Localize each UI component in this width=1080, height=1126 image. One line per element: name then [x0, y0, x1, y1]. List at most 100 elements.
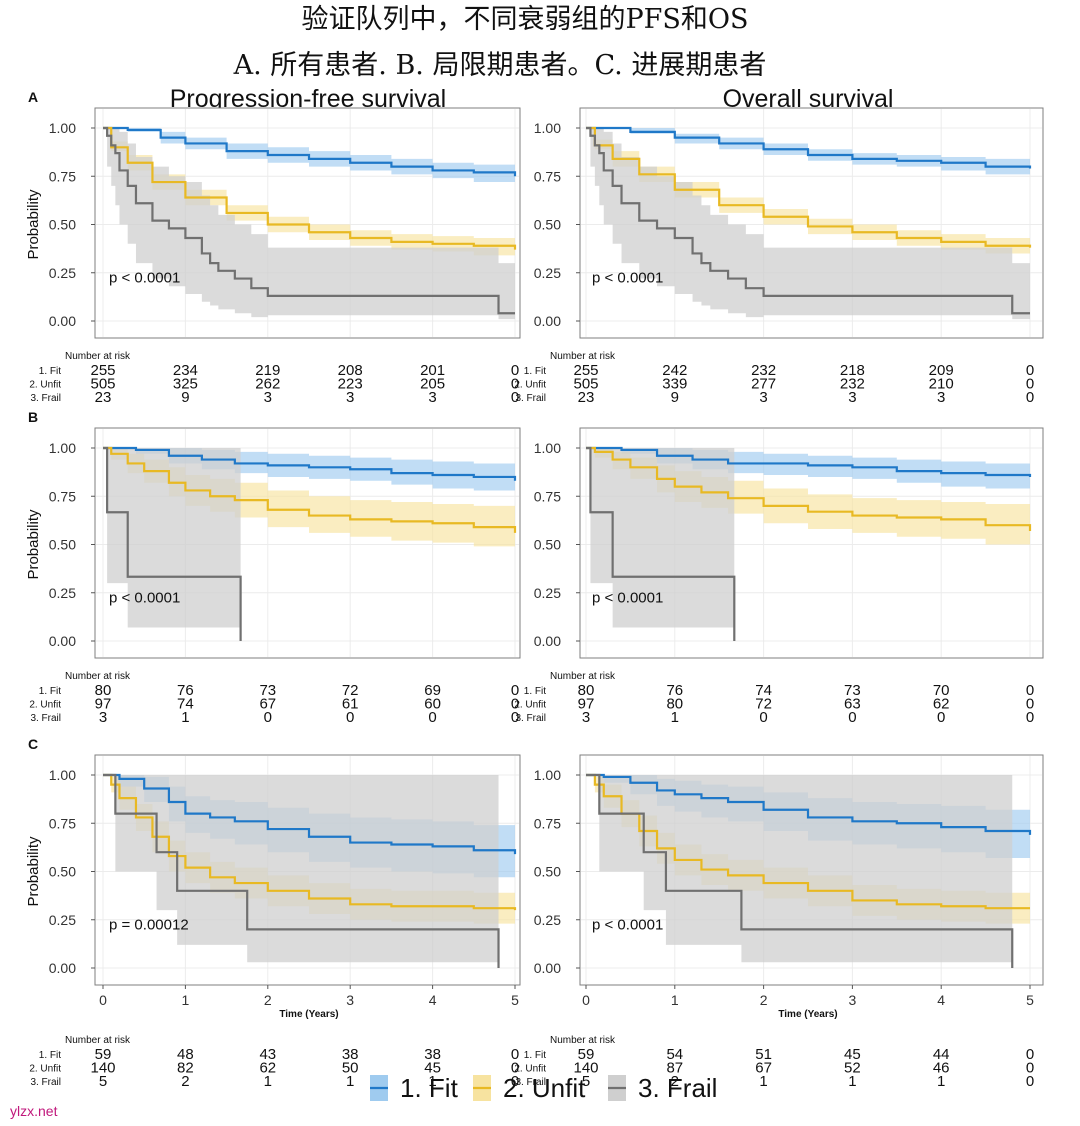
x-tick-label: 3	[346, 992, 354, 1008]
risk-count: 0	[264, 709, 272, 726]
y-tick-label: 1.00	[49, 120, 76, 136]
risk-count: 46	[933, 1060, 950, 1077]
risk-count: 0	[759, 709, 767, 726]
number-at-risk-label: Number at risk	[550, 1035, 616, 1046]
p-value: p < 0.0001	[109, 269, 180, 286]
risk-count: 67	[259, 696, 276, 713]
risk-count: 0	[937, 709, 945, 726]
survival-curve-frail	[103, 773, 500, 968]
figure-title-line1: 验证队列中，不同衰弱组的PFS和OS	[301, 4, 748, 35]
y-tick-label: 0.50	[49, 537, 76, 553]
risk-count: 1	[181, 709, 189, 726]
risk-row-label: 1. Fit	[39, 1050, 61, 1061]
y-axis-label: Probability	[25, 189, 42, 260]
ci-band-frail	[103, 775, 499, 968]
risk-count: 0	[1026, 1046, 1034, 1063]
ci-band-frail	[586, 128, 1030, 320]
risk-count: 59	[95, 1046, 112, 1063]
risk-count: 0	[848, 709, 856, 726]
risk-count: 63	[844, 696, 861, 713]
panel-B-os: 0.00 0.25 0.50 0.75 1.00 p < 0.0001 Number at …	[514, 427, 1044, 726]
y-tick-label: 0.75	[49, 488, 76, 504]
survival-curve-frail	[103, 126, 515, 315]
risk-count: 232	[840, 376, 865, 393]
y-tick-label: 0.25	[534, 912, 561, 928]
risk-count: 0	[1026, 376, 1034, 393]
x-axis-label: Time (Years)	[778, 1009, 837, 1020]
risk-count: 0	[511, 376, 519, 393]
risk-count: 262	[255, 376, 280, 393]
risk-row-label: 1. Fit	[39, 686, 61, 697]
legend-label-frail: 3. Frail	[638, 1073, 717, 1103]
y-tick-label: 1.00	[534, 767, 561, 783]
risk-count: 0	[511, 389, 519, 406]
risk-count: 70	[933, 682, 950, 699]
risk-row-label: 3. Frail	[30, 393, 61, 404]
risk-row-label: 1. Fit	[524, 686, 546, 697]
risk-count: 38	[342, 1046, 359, 1063]
risk-count: 3	[937, 389, 945, 406]
risk-count: 9	[671, 389, 679, 406]
y-tick-label: 0.25	[49, 585, 76, 601]
x-tick-label: 4	[429, 992, 437, 1008]
y-tick-label: 0.75	[49, 815, 76, 831]
risk-count: 59	[578, 1046, 595, 1063]
panel-A-os: 0.00 0.25 0.50 0.75 1.00 p < 0.0001 Number at …	[514, 107, 1044, 406]
y-tick-label: 1.00	[49, 767, 76, 783]
risk-count: 255	[90, 362, 115, 379]
risk-count: 3	[99, 709, 107, 726]
risk-count: 45	[424, 1060, 441, 1077]
risk-count: 72	[342, 682, 359, 699]
risk-count: 23	[95, 389, 112, 406]
risk-row-label: 2. Unfit	[29, 380, 61, 391]
number-at-risk-label: Number at risk	[65, 1035, 131, 1046]
ci-band-frail	[586, 448, 735, 641]
survival-curve-fit	[586, 446, 1032, 477]
risk-count: 62	[933, 696, 950, 713]
risk-count: 61	[342, 696, 359, 713]
survival-curve-frail	[586, 446, 736, 641]
survival-curve-unfit	[103, 446, 517, 533]
risk-count: 140	[573, 1060, 598, 1077]
risk-count: 140	[90, 1060, 115, 1077]
risk-count: 23	[578, 389, 595, 406]
risk-count: 1	[264, 1073, 272, 1090]
p-value: p < 0.0001	[592, 269, 663, 286]
survival-curve-fit	[103, 773, 517, 855]
y-tick-label: 0.25	[49, 265, 76, 281]
risk-count: 0	[1026, 709, 1034, 726]
x-tick-label: 1	[182, 992, 190, 1008]
risk-count: 234	[173, 362, 198, 379]
watermark: ylzx.net	[10, 1103, 58, 1119]
risk-row-label: 1. Fit	[39, 366, 61, 377]
y-tick-label: 1.00	[534, 440, 561, 456]
risk-row-label: 1. Fit	[524, 1050, 546, 1061]
survival-curve-fit	[586, 773, 1032, 835]
risk-count: 5	[99, 1073, 107, 1090]
p-value: p < 0.0001	[109, 589, 180, 606]
risk-count: 51	[755, 1046, 772, 1063]
survival-curve-unfit	[586, 446, 1032, 531]
ci-band-frail	[103, 448, 241, 641]
y-tick-label: 0.50	[49, 864, 76, 880]
y-tick-label: 0.75	[534, 815, 561, 831]
risk-count: 223	[338, 376, 363, 393]
survival-curve-fit	[103, 446, 517, 481]
risk-count: 52	[844, 1060, 861, 1077]
risk-row-label: 2. Unfit	[514, 1064, 546, 1075]
risk-count: 3	[264, 389, 272, 406]
risk-row-label: 2. Unfit	[514, 700, 546, 711]
risk-row-label: 3. Frail	[515, 393, 546, 404]
number-at-risk-label: Number at risk	[550, 351, 616, 362]
risk-count: 2	[671, 1073, 679, 1090]
risk-count: 0	[511, 682, 519, 699]
y-tick-label: 0.50	[49, 217, 76, 233]
survival-curve-unfit	[586, 773, 1030, 910]
x-axis-label: Time (Years)	[279, 1009, 338, 1020]
number-at-risk-label: Number at risk	[65, 671, 131, 682]
risk-count: 45	[844, 1046, 861, 1063]
ci-band-frail	[103, 128, 515, 320]
risk-count: 0	[511, 709, 519, 726]
risk-count: 0	[511, 1060, 519, 1077]
y-tick-label: 0.75	[49, 168, 76, 184]
